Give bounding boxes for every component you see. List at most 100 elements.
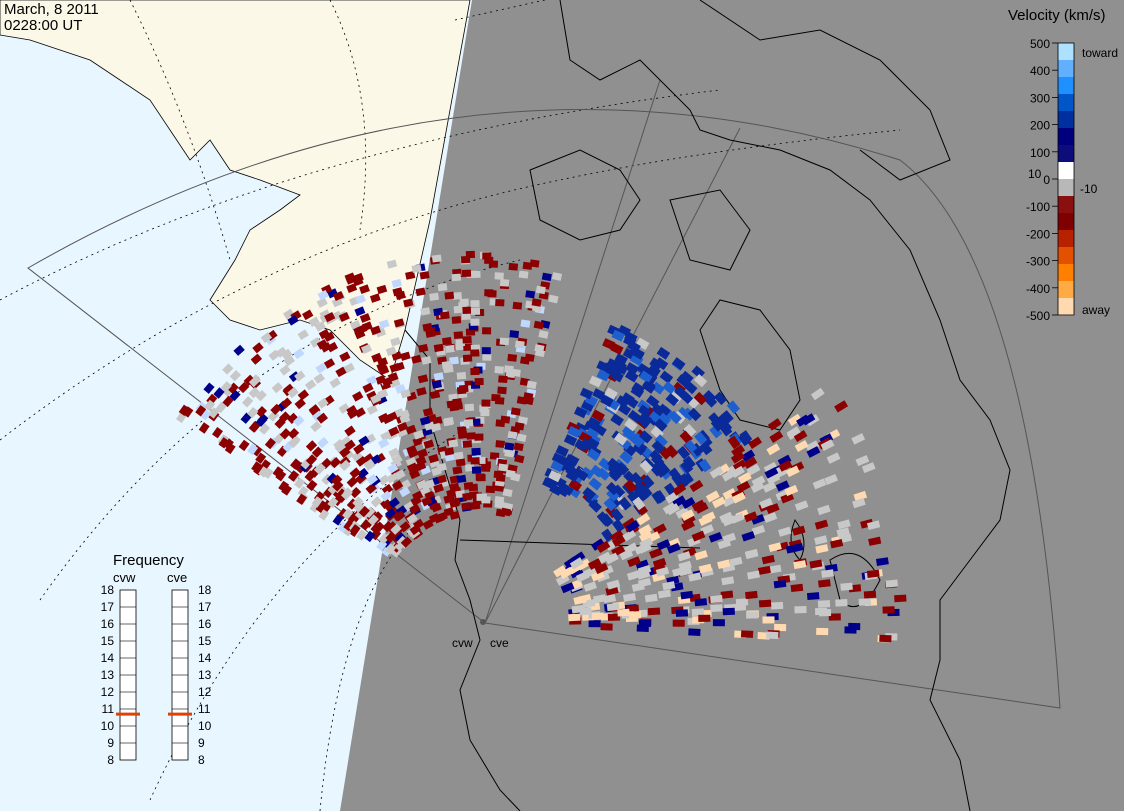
scatter-cell (471, 270, 481, 278)
scatter-cell (339, 459, 351, 472)
scatter-cell (470, 501, 481, 510)
scatter-cell (590, 570, 605, 582)
scatter-cell (635, 337, 650, 351)
scatter-cell (384, 508, 397, 520)
scatter-cell (380, 498, 392, 510)
scatter-cell (744, 549, 759, 560)
scatter-cell (462, 354, 473, 362)
scatter-cell (349, 524, 361, 536)
scatter-cell (331, 297, 343, 308)
scatter-cell (275, 346, 288, 358)
scatter-cell (694, 598, 708, 607)
scatter-cell (387, 463, 399, 474)
frequency-scale-label: 18 (101, 583, 115, 597)
scatter-cell (828, 613, 841, 621)
scatter-cell (627, 556, 641, 568)
scatter-cell (717, 538, 732, 550)
scatter-cell (451, 316, 462, 324)
scatter-cell (500, 415, 511, 424)
scatter-cell (416, 386, 427, 397)
scatter-cell (388, 497, 400, 509)
scatter-cell (297, 329, 309, 341)
radar-label-cve: cve (490, 636, 509, 650)
radar-site-marker (480, 619, 486, 625)
scatter-cell (323, 331, 335, 343)
scatter-cell (637, 404, 652, 418)
scatter-cell (675, 475, 689, 490)
scatter-cell (498, 463, 508, 472)
scatter-cell (573, 406, 588, 419)
scatter-cell (716, 413, 730, 428)
scatter-cell (580, 466, 595, 480)
scatter-cell (455, 458, 466, 467)
scatter-cell (462, 306, 472, 315)
scatter-cell (622, 529, 637, 542)
scatter-cell (317, 436, 329, 449)
scatter-cell (597, 552, 612, 564)
scatter-cell (720, 410, 734, 424)
scatter-cell (311, 446, 324, 458)
scatter-cell (431, 254, 442, 263)
scatter-cell (182, 406, 194, 418)
scatter-cell (631, 347, 645, 360)
scatter-cell (278, 480, 290, 493)
away-label: away (1082, 303, 1110, 317)
scatter-cell (360, 344, 373, 354)
scatter-cell (238, 439, 250, 452)
scatter-cell (335, 366, 347, 378)
scatter-cell (287, 412, 299, 425)
scatter-cell (693, 391, 708, 406)
scatter-cell (751, 524, 766, 536)
scatter-cell (759, 497, 773, 509)
scatter-cell (270, 403, 282, 416)
scatter-cell (639, 484, 653, 499)
scatter-cell (413, 430, 425, 440)
scatter-cell (588, 375, 603, 388)
scatter-cell (657, 589, 671, 599)
scatter-cell (305, 440, 318, 452)
scatter-cell (481, 399, 491, 407)
scatter-cell (386, 259, 398, 269)
scatter-cell (397, 421, 409, 432)
scatter-cell (654, 418, 668, 432)
scatter-cell (700, 524, 715, 536)
frequency-scale-label: 16 (101, 617, 115, 631)
scatter-cell (625, 362, 639, 375)
scatter-cell (494, 496, 505, 505)
scatter-cell (604, 552, 619, 565)
scatter-cell (691, 530, 706, 542)
scatter-cell (229, 370, 242, 382)
scatter-cell (471, 418, 481, 426)
scatter-cell (453, 451, 464, 460)
scatter-cell (247, 407, 259, 419)
scatter-cell (687, 407, 702, 422)
scatter-cell (720, 590, 734, 599)
scatter-cell (770, 601, 784, 610)
scatter-cell (378, 474, 390, 486)
scatter-cell (429, 390, 441, 400)
scatter-cell (587, 416, 601, 430)
scatter-cell (329, 377, 341, 389)
colorbar-swatch (1058, 264, 1074, 282)
scatter-cell (487, 290, 497, 298)
scatter-cell (388, 447, 400, 458)
scatter-cell (844, 626, 857, 634)
scatter-cell (672, 619, 685, 627)
scatter-cell (541, 272, 552, 282)
colorbar-swatch (1058, 128, 1074, 146)
scatter-cell (415, 287, 426, 297)
scatter-cell (732, 459, 747, 472)
scatter-cell (522, 261, 533, 270)
scatter-cell (437, 283, 448, 292)
scatter-cell (769, 430, 784, 443)
scatter-cell (680, 460, 694, 474)
scatter-cell (652, 557, 667, 569)
scatter-cell (518, 270, 529, 279)
scatter-cell (600, 394, 614, 408)
scatter-cell (461, 269, 472, 278)
scatter-cell (651, 403, 665, 417)
frequency-scale-label: 8 (198, 753, 205, 767)
scatter-cell (370, 325, 382, 336)
colorbar-swatch (1058, 247, 1074, 265)
scatter-cell (761, 554, 775, 565)
